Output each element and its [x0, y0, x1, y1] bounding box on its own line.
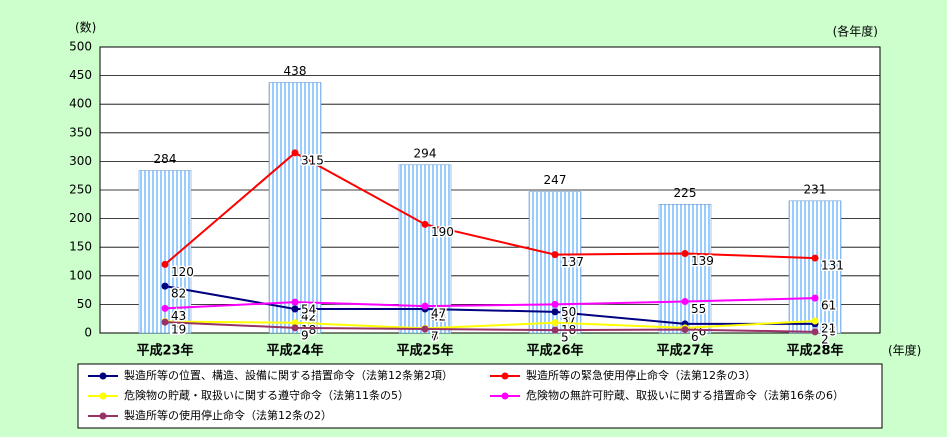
bar — [788, 200, 842, 334]
legend-label: 製造所等の使用停止命令（法第12条の2） — [124, 408, 332, 422]
point — [161, 304, 169, 312]
legend-marker — [99, 392, 107, 400]
point — [291, 305, 299, 313]
value-label: 20 — [171, 322, 186, 336]
y-tick-label: 400 — [69, 97, 92, 111]
value-label: 16 — [821, 324, 836, 338]
legend-marker — [99, 412, 107, 420]
value-label: 18 — [301, 323, 316, 337]
value-label: 55 — [691, 302, 706, 316]
bar — [268, 82, 322, 334]
point — [551, 326, 559, 334]
point — [291, 298, 299, 306]
y-unit-label: (数) — [75, 20, 96, 35]
value-label: 137 — [561, 255, 584, 269]
x-tick-label: 平成26年 — [526, 343, 583, 359]
value-label: 43 — [171, 309, 186, 323]
x-tick-label: 平成27年 — [656, 343, 713, 359]
point — [551, 251, 559, 259]
y-tick-label: 250 — [69, 183, 92, 197]
y-tick-label: 500 — [69, 40, 92, 54]
value-label: 131 — [821, 259, 844, 273]
value-label: 19 — [171, 323, 186, 337]
legend-label: 製造所等の位置、構造、設備に関する措置命令（法第12条第2項） — [124, 368, 453, 382]
point — [161, 318, 169, 326]
x-tick-label: 平成25年 — [396, 343, 453, 359]
point — [291, 324, 299, 332]
bar-label: 231 — [804, 182, 827, 196]
period-note: (各年度) — [833, 24, 878, 39]
legend-label: 製造所等の緊急使用停止命令（法第12条の3） — [526, 368, 756, 382]
y-tick-label: 50 — [77, 297, 92, 311]
bar-label: 247 — [544, 173, 567, 187]
point — [161, 260, 169, 268]
point — [291, 149, 299, 157]
bar-label: 284 — [154, 152, 177, 166]
value-label: 9 — [691, 328, 699, 342]
value-label: 42 — [301, 309, 316, 323]
y-tick-label: 350 — [69, 125, 92, 139]
value-label: 21 — [821, 321, 836, 335]
value-label: 50 — [561, 305, 576, 319]
point — [421, 302, 429, 310]
value-label: 47 — [431, 307, 446, 321]
value-label: 120 — [171, 265, 194, 279]
legend-label: 危険物の貯蔵・取扱いに関する遵守命令（法第11条の5） — [124, 388, 409, 402]
point — [811, 254, 819, 262]
point — [421, 325, 429, 333]
point — [161, 282, 169, 290]
point — [811, 294, 819, 302]
legend-label: 危険物の無許可貯蔵、取扱いに関する措置命令（法第16条の6） — [526, 388, 844, 402]
point — [421, 220, 429, 228]
point — [681, 298, 689, 306]
series-line — [164, 297, 816, 310]
legend-marker — [99, 372, 107, 380]
point — [551, 300, 559, 308]
value-label: 315 — [301, 153, 324, 167]
value-label: 190 — [431, 225, 454, 239]
value-label: 5 — [561, 331, 569, 345]
y-tick-label: 300 — [69, 154, 92, 168]
legend-marker — [501, 392, 509, 400]
bar — [658, 204, 712, 334]
bar-label: 294 — [414, 146, 437, 160]
y-tick-label: 0 — [84, 326, 92, 340]
value-label: 42 — [431, 309, 446, 323]
x-tick-label: 平成28年 — [786, 343, 843, 359]
series-line — [164, 151, 816, 266]
y-tick-label: 150 — [69, 240, 92, 254]
value-label: 7 — [431, 329, 439, 343]
x-tick-label: 平成24年 — [266, 343, 323, 359]
x-tick-label: 平成23年 — [136, 343, 193, 359]
point — [811, 328, 819, 336]
bar-label: 438 — [284, 64, 307, 78]
y-tick-label: 200 — [69, 211, 92, 225]
legend — [77, 363, 883, 429]
value-label: 9 — [301, 328, 309, 342]
plot-border — [99, 46, 881, 334]
point — [811, 317, 819, 325]
point — [681, 249, 689, 257]
value-label: 6 — [691, 330, 699, 344]
point — [551, 319, 559, 327]
legend-marker — [501, 372, 509, 380]
value-label: 139 — [691, 254, 714, 268]
value-label: 61 — [821, 299, 836, 313]
y-tick-label: 100 — [69, 268, 92, 282]
value-label: 82 — [171, 287, 186, 301]
series-line — [164, 319, 816, 330]
value-label: 2 — [821, 332, 829, 346]
series-line — [164, 321, 816, 333]
bar-label: 225 — [674, 186, 697, 200]
value-label: 8 — [431, 329, 439, 343]
series-line — [164, 285, 815, 325]
point — [291, 319, 299, 327]
point — [551, 308, 559, 316]
value-label: 54 — [301, 303, 316, 317]
point — [681, 326, 689, 334]
x-unit-label: (年度) — [888, 343, 921, 358]
y-tick-label: 450 — [69, 68, 92, 82]
